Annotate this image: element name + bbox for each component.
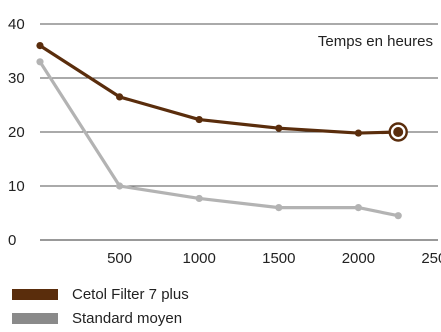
data-point [394, 212, 402, 220]
legend-item-standard: Standard moyen [12, 308, 189, 329]
line-chart: 0 10 20 30 40 500 1000 1500 2000 2500 Temps en h… [8, 16, 441, 267]
legend-swatch-standard [12, 313, 58, 324]
data-point [275, 124, 283, 132]
legend-label-cetol: Cetol Filter 7 plus [72, 286, 189, 303]
legend-label-standard: Standard moyen [72, 310, 183, 327]
data-point [116, 93, 124, 101]
data-point [354, 204, 362, 212]
series-group [36, 42, 408, 220]
data-point [36, 58, 44, 66]
series-line-0 [38, 43, 400, 135]
data-point [275, 204, 283, 212]
legend-item-cetol: Cetol Filter 7 plus [12, 284, 189, 305]
data-point [36, 42, 44, 50]
legend: Cetol Filter 7 plus Standard moyen [12, 284, 189, 332]
x-axis: 500 1000 1500 2000 2500 [107, 250, 441, 267]
data-point [195, 194, 203, 203]
x-tick-label: 2500 [421, 250, 441, 267]
data-point [116, 182, 124, 190]
series-line-1 [38, 60, 400, 218]
chart-annotation: Temps en heures [318, 33, 433, 50]
y-tick-label: 0 [8, 232, 16, 249]
y-tick-label: 10 [8, 178, 25, 195]
y-axis: 0 10 20 30 40 [8, 16, 25, 249]
y-tick-label: 40 [8, 16, 25, 33]
x-tick-label: 2000 [342, 250, 375, 267]
x-tick-label: 500 [107, 250, 132, 267]
data-point [354, 129, 362, 137]
x-tick-label: 1500 [262, 250, 295, 267]
grid-lines [40, 23, 438, 241]
data-point [393, 127, 404, 137]
y-tick-label: 30 [8, 70, 25, 87]
x-tick-label: 1000 [183, 250, 216, 267]
legend-swatch-cetol [12, 289, 58, 300]
y-tick-label: 20 [8, 124, 25, 141]
data-point [195, 115, 203, 124]
